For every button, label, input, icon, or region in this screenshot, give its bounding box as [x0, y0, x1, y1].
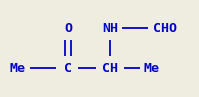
Text: C: C: [64, 61, 72, 74]
Text: Me: Me: [10, 61, 26, 74]
Text: NH: NH: [102, 22, 118, 35]
Text: Me: Me: [144, 61, 160, 74]
Text: O: O: [64, 22, 72, 35]
Text: CH: CH: [102, 61, 118, 74]
Text: CHO: CHO: [153, 22, 177, 35]
